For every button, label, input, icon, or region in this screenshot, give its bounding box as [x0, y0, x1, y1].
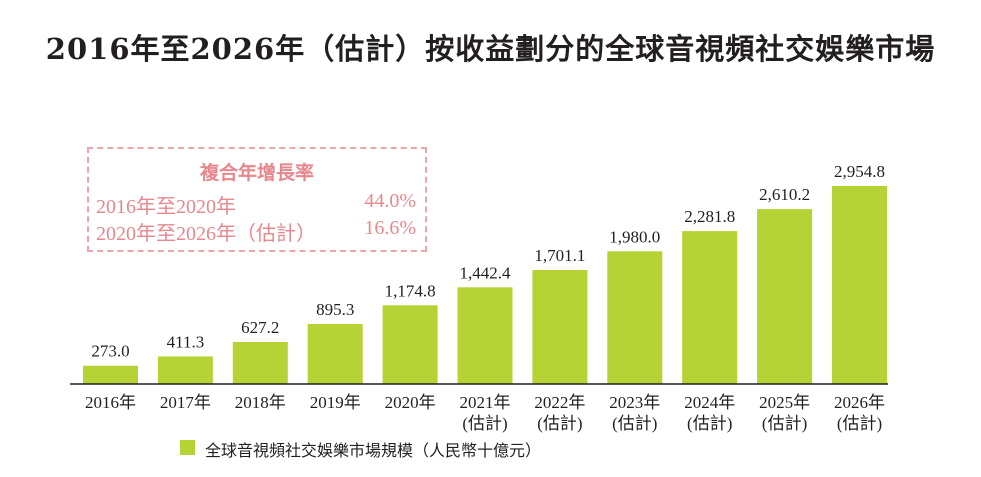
data-label: 2,610.2 — [759, 185, 810, 204]
bar — [832, 186, 887, 384]
x-tick-label: (估計) — [762, 414, 807, 433]
x-tick-label: 2022年 — [534, 393, 585, 412]
bar — [157, 356, 213, 384]
cagr-rate: 16.6% — [364, 217, 416, 239]
x-tick-label: 2016年 — [85, 393, 136, 412]
x-tick-label: 2023年 — [609, 393, 660, 412]
cagr-row: 2016年至2020年 44.0% — [96, 190, 416, 218]
bar — [457, 287, 513, 384]
x-tick-label: (估計) — [687, 414, 732, 433]
data-label: 2,281.8 — [684, 207, 735, 226]
legend-swatch — [180, 440, 195, 455]
chart-title: 2016年至2026年（估計）按收益劃分的全球音視頻社交娛樂市場 — [45, 32, 936, 66]
x-tick-label: (估計) — [837, 414, 882, 433]
x-tick-label: (估計) — [537, 414, 582, 433]
cagr-period: 2016年至2020年 — [96, 196, 236, 218]
bar — [232, 342, 288, 384]
bar — [83, 365, 138, 384]
data-label: 1,442.4 — [460, 263, 512, 282]
x-tick-label: 2017年 — [160, 393, 211, 412]
x-tick-label: 2019年 — [310, 393, 361, 412]
data-label: 273.0 — [91, 342, 129, 361]
bar — [682, 231, 738, 384]
x-tick-label: 2025年 — [759, 393, 810, 412]
bar — [607, 251, 663, 384]
x-tick-label: 2021年 — [460, 393, 511, 412]
x-tick-label: (估計) — [462, 414, 507, 433]
data-label: 2,954.8 — [834, 162, 885, 181]
bar — [757, 209, 813, 384]
cagr-rate: 44.0% — [364, 190, 416, 212]
x-tick-label: (估計) — [612, 414, 657, 433]
legend-label: 全球音視頻社交娛樂市場規模（人民幣十億元） — [205, 441, 542, 460]
x-tick-label: 2020年 — [385, 393, 436, 412]
bars-layer — [83, 186, 887, 384]
data-label: 1,174.8 — [385, 281, 436, 300]
data-label: 627.2 — [241, 318, 279, 337]
data-label: 411.3 — [167, 332, 205, 351]
labels-layer: 273.0 2016年 411.3 2017年 627.2 2018年 895.3 2019年… — [85, 162, 885, 433]
x-tick-label: 2024年 — [684, 393, 735, 412]
bar — [307, 324, 363, 384]
cagr-title: 複合年增長率 — [199, 162, 314, 184]
data-label: 1,980.0 — [609, 227, 660, 246]
data-label: 1,701.1 — [534, 246, 585, 265]
cagr-box: 複合年增長率 2016年至2020年 44.0% 2020年至2026年（估計）… — [87, 147, 427, 252]
cagr-row: 2020年至2026年（估計） 16.6% — [96, 217, 416, 245]
x-tick-label: 2026年 — [834, 393, 885, 412]
cagr-period: 2020年至2026年（估計） — [96, 223, 316, 245]
data-label: 895.3 — [316, 300, 354, 319]
bar — [382, 305, 438, 384]
bar — [532, 270, 588, 384]
x-tick-label: 2018年 — [235, 393, 286, 412]
